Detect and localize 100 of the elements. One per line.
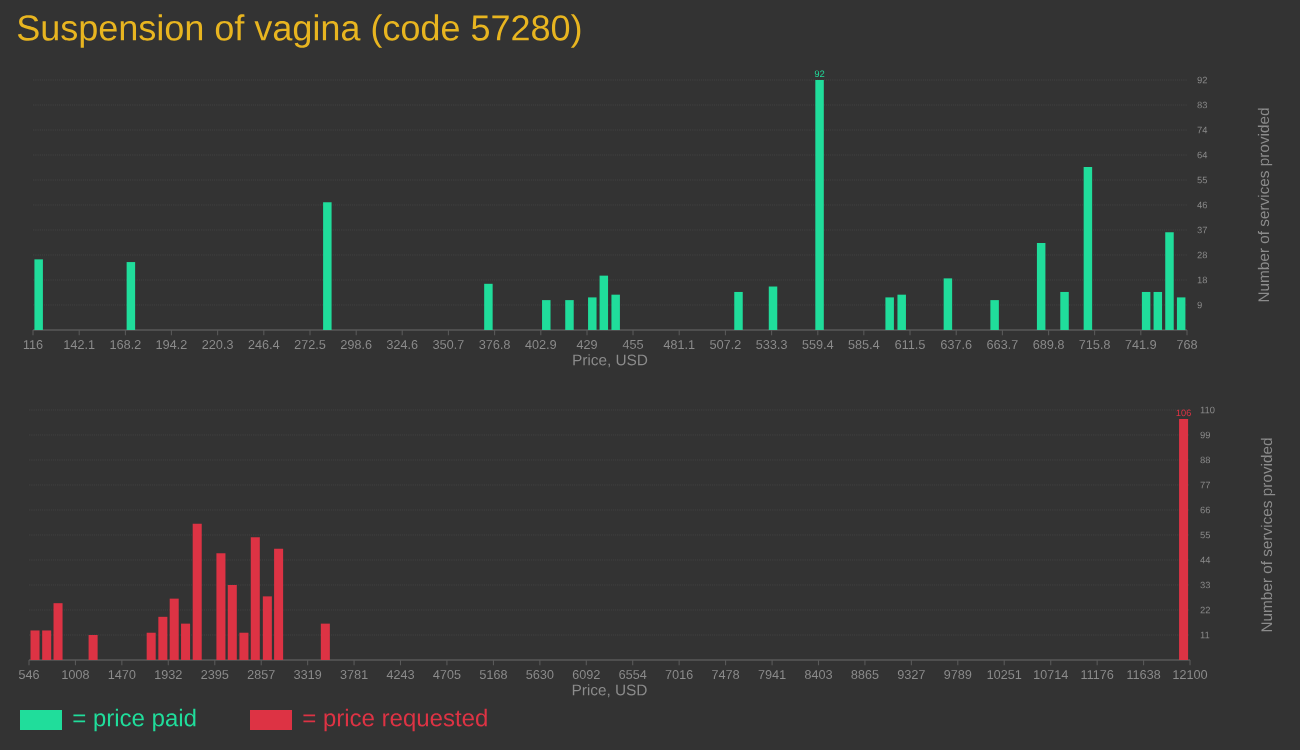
x-tick-label: 585.4 bbox=[848, 340, 880, 350]
x-tick-label: 8403 bbox=[804, 670, 833, 680]
x-tick-label: 8865 bbox=[851, 670, 879, 680]
bar bbox=[897, 294, 906, 330]
bar bbox=[484, 283, 493, 330]
x-tick-label: 741.9 bbox=[1125, 340, 1157, 350]
bar bbox=[734, 291, 743, 330]
bar bbox=[1141, 291, 1151, 330]
bar bbox=[542, 300, 551, 330]
x-tick-label: 2857 bbox=[247, 670, 275, 680]
x-tick-label: 481.1 bbox=[663, 340, 695, 350]
legend-label: = price requested bbox=[303, 708, 487, 732]
bar bbox=[88, 635, 98, 660]
y-axis-title: Number of services provided bbox=[1260, 438, 1276, 632]
x-tick-label: 6554 bbox=[619, 670, 647, 680]
bar bbox=[1165, 232, 1174, 330]
bar bbox=[990, 300, 999, 330]
data-label: 92 bbox=[814, 70, 825, 78]
x-tick-label: 9327 bbox=[897, 670, 925, 680]
x-tick-label: 3781 bbox=[340, 670, 368, 680]
x-tick-label: 5168 bbox=[479, 670, 507, 680]
y-tick-label: 33 bbox=[1200, 581, 1211, 589]
x-tick-label: 4243 bbox=[386, 670, 415, 680]
y-tick-label: 92 bbox=[1197, 76, 1207, 84]
x-tick-label: 7941 bbox=[758, 670, 786, 680]
bar bbox=[588, 297, 597, 330]
bar bbox=[1036, 243, 1046, 330]
bar bbox=[768, 286, 778, 330]
x-tick-label: 611.5 bbox=[895, 340, 925, 350]
y-tick-label: 88 bbox=[1200, 456, 1211, 464]
x-tick-label: 12100 bbox=[1173, 670, 1208, 680]
y-tick-label: 11 bbox=[1200, 631, 1210, 639]
bar bbox=[943, 278, 953, 330]
x-tick-label: 3319 bbox=[294, 670, 322, 680]
y-tick-label: 22 bbox=[1200, 606, 1210, 614]
y-tick-label: 74 bbox=[1197, 126, 1208, 134]
x-tick-label: 2395 bbox=[201, 670, 229, 680]
x-tick-label: 689.8 bbox=[1033, 340, 1064, 350]
y-tick-label: 9 bbox=[1197, 301, 1202, 309]
y-tick-label: 46 bbox=[1197, 201, 1208, 209]
x-tick-label: 637.6 bbox=[941, 340, 972, 350]
bar bbox=[1176, 297, 1186, 330]
bar bbox=[250, 537, 260, 660]
bar bbox=[815, 80, 824, 330]
bar bbox=[1083, 166, 1093, 330]
x-tick-label: 194.2 bbox=[156, 340, 187, 350]
bar bbox=[192, 523, 202, 660]
chart-title: Suspension of vagina (code 57280) bbox=[17, 14, 581, 48]
y-axis-title: Number of services provided bbox=[1257, 108, 1273, 302]
x-tick-label: 246.4 bbox=[248, 340, 280, 350]
x-axis-title: Price, USD bbox=[573, 354, 648, 368]
x-tick-label: 10251 bbox=[987, 670, 1022, 680]
y-tick-label: 66 bbox=[1200, 506, 1211, 514]
bar bbox=[1060, 291, 1069, 330]
bar bbox=[158, 616, 168, 660]
x-tick-label: 429 bbox=[576, 340, 597, 350]
bar bbox=[1153, 291, 1163, 330]
bar bbox=[323, 202, 332, 330]
y-tick-label: 77 bbox=[1200, 481, 1210, 489]
x-tick-label: 142.1 bbox=[64, 340, 95, 349]
y-tick-label: 37 bbox=[1197, 226, 1207, 234]
x-tick-label: 7016 bbox=[665, 670, 693, 680]
x-tick-label: 1932 bbox=[155, 670, 182, 680]
y-tick-label: 110 bbox=[1200, 406, 1215, 414]
x-tick-label: 1470 bbox=[108, 670, 136, 680]
bar bbox=[274, 548, 284, 660]
x-tick-label: 10714 bbox=[1034, 670, 1068, 680]
x-tick-label: 402.9 bbox=[525, 340, 557, 350]
x-tick-label: 507.2 bbox=[710, 340, 741, 350]
x-tick-label: 220.3 bbox=[202, 340, 233, 350]
bar bbox=[320, 623, 330, 660]
bar bbox=[181, 623, 191, 660]
legend-label: = price paid bbox=[73, 708, 196, 732]
x-tick-label: 11176 bbox=[1081, 670, 1114, 680]
bar bbox=[227, 585, 237, 660]
x-tick-label: 6092 bbox=[572, 670, 600, 680]
x-tick-label: 9789 bbox=[944, 670, 972, 680]
x-tick-label: 4705 bbox=[433, 670, 461, 680]
x-tick-label: 559.4 bbox=[802, 340, 834, 350]
bar bbox=[885, 297, 894, 330]
x-tick-label: 324.6 bbox=[386, 340, 418, 350]
bar bbox=[30, 630, 40, 660]
x-tick-label: 7478 bbox=[712, 670, 740, 680]
x-tick-label: 715.8 bbox=[1079, 340, 1110, 350]
bar bbox=[42, 630, 52, 660]
x-tick-label: 376.8 bbox=[479, 340, 510, 350]
bar bbox=[53, 603, 63, 660]
bar bbox=[611, 294, 620, 330]
y-tick-label: 18 bbox=[1197, 276, 1208, 284]
y-tick-label: 83 bbox=[1197, 101, 1208, 109]
x-tick-label: 663.7 bbox=[987, 340, 1018, 350]
y-tick-label: 44 bbox=[1200, 556, 1211, 564]
x-tick-label: 298.6 bbox=[340, 340, 372, 350]
x-tick-label: 455 bbox=[622, 340, 644, 349]
x-tick-label: 168.2 bbox=[110, 340, 141, 350]
x-tick-label: 546 bbox=[18, 670, 39, 680]
bar bbox=[146, 632, 156, 660]
y-tick-label: 28 bbox=[1197, 251, 1208, 259]
x-tick-label: 350.7 bbox=[433, 340, 464, 350]
bar bbox=[239, 632, 249, 660]
